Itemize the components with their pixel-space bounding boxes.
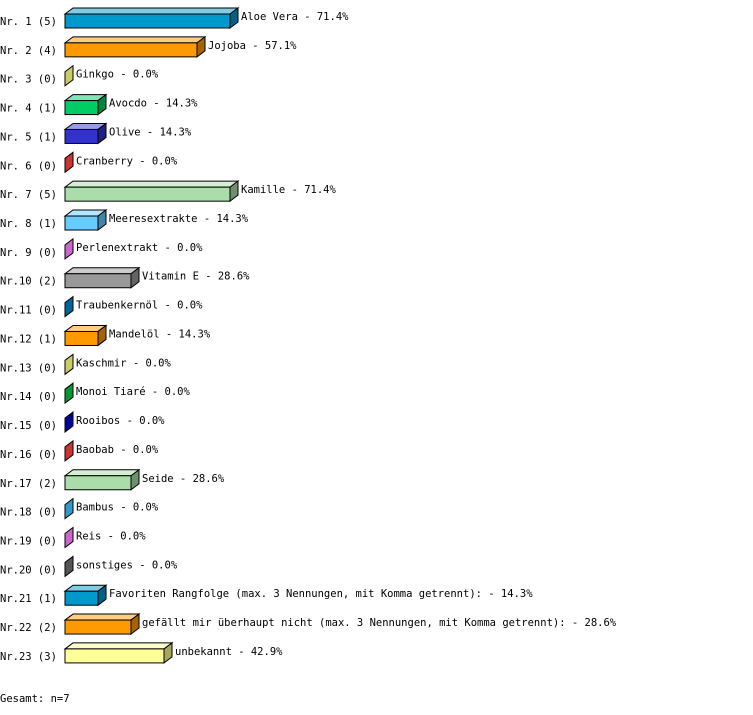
rank-label: Nr.13 (0)	[0, 362, 57, 374]
bar-top	[63, 642, 174, 650]
bar-label: Perlenextrakt - 0.0%	[76, 242, 203, 254]
bar-label: Vitamin E - 28.6%	[142, 271, 250, 283]
bar-side	[130, 468, 140, 491]
rank-label: Nr.23 (3)	[0, 651, 57, 663]
bar-side	[97, 93, 107, 116]
bar-label: unbekannt - 42.9%	[175, 646, 283, 658]
rank-label: Nr.14 (0)	[0, 391, 57, 403]
bar	[64, 100, 99, 116]
bar-label: Seide - 28.6%	[142, 473, 225, 485]
rank-label: Nr. 4 (1)	[0, 103, 57, 115]
bar-label: Ginkgo - 0.0%	[76, 69, 159, 81]
bar-label: gefällt mir überhaupt nicht (max. 3 Nenn…	[142, 617, 617, 629]
bar-label: Rooibos - 0.0%	[76, 415, 165, 427]
bar-label: Aloe Vera - 71.4%	[241, 11, 349, 23]
rank-label: Nr.12 (1)	[0, 333, 57, 345]
bar-side	[64, 237, 74, 260]
bar-side	[64, 497, 74, 520]
bar-label: Kaschmir - 0.0%	[76, 357, 172, 369]
rank-label: Nr.17 (2)	[0, 478, 57, 490]
bar-label: Monoi Tiaré - 0.0%	[76, 386, 190, 398]
bar-side	[97, 209, 107, 232]
bar	[64, 215, 99, 231]
bar-label: Reis - 0.0%	[76, 530, 146, 542]
rank-label: Nr.21 (1)	[0, 593, 57, 605]
bar-label: Traubenkernöl - 0.0%	[76, 300, 203, 312]
bar-side	[64, 353, 74, 376]
bar-top	[63, 36, 207, 44]
bar	[64, 475, 132, 491]
rank-label: Nr.11 (0)	[0, 305, 57, 317]
bar-side	[130, 266, 140, 289]
rank-label: Nr. 8 (1)	[0, 218, 57, 230]
rank-label: Nr. 5 (1)	[0, 131, 57, 143]
bar-side	[64, 526, 74, 549]
bar-label: Olive - 14.3%	[109, 126, 192, 138]
bar	[64, 128, 99, 144]
bar-top	[63, 7, 240, 15]
rank-label: Nr.18 (0)	[0, 507, 57, 519]
bar-label: Kamille - 71.4%	[241, 184, 337, 196]
bar-label: Favoriten Rangfolge (max. 3 Nennungen, m…	[109, 588, 533, 600]
bar-label: Cranberry - 0.0%	[76, 155, 178, 167]
rank-label: Nr.15 (0)	[0, 420, 57, 432]
bar	[64, 13, 231, 29]
rank-label: Nr.22 (2)	[0, 622, 57, 634]
bar-side	[130, 613, 140, 636]
bar-top	[63, 267, 141, 275]
bar-side	[97, 122, 107, 145]
rank-label: Nr. 7 (5)	[0, 189, 57, 201]
bar	[64, 590, 99, 606]
bar-top	[63, 469, 141, 477]
rank-label: Nr. 6 (0)	[0, 160, 57, 172]
bar-side	[64, 439, 74, 462]
bar-label: Baobab - 0.0%	[76, 444, 159, 456]
rank-label: Nr. 9 (0)	[0, 247, 57, 259]
bar-top	[63, 613, 141, 621]
bar-side	[64, 555, 74, 578]
bar-label: Avocdo - 14.3%	[109, 98, 198, 110]
bar	[64, 619, 132, 635]
bar-side	[64, 411, 74, 434]
bar-label: Jojoba - 57.1%	[208, 40, 297, 52]
bar-side	[64, 382, 74, 405]
bar-side	[229, 7, 239, 29]
bar	[64, 330, 99, 346]
bar-side	[97, 324, 107, 347]
bar-label: sonstiges - 0.0%	[76, 559, 178, 571]
bar-top	[63, 180, 240, 188]
bar	[64, 42, 198, 58]
bar-side	[64, 64, 74, 87]
rank-label: Nr.20 (0)	[0, 564, 57, 576]
bar-side	[229, 180, 239, 203]
rank-label: Nr.19 (0)	[0, 535, 57, 547]
rank-label: Nr.16 (0)	[0, 449, 57, 461]
bar-label: Meeresextrakte - 14.3%	[109, 213, 249, 225]
bar	[64, 186, 231, 202]
bar-label: Mandelöl - 14.3%	[109, 328, 211, 340]
rank-label: Nr. 3 (0)	[0, 74, 57, 86]
bar-side	[97, 584, 107, 607]
rank-label: Nr. 1 (5)	[0, 16, 57, 28]
bar	[64, 273, 132, 289]
bar-label: Bambus - 0.0%	[76, 502, 159, 514]
footer-total: Gesamt: n=7	[0, 693, 70, 705]
rank-label: Nr. 2 (4)	[0, 45, 57, 57]
bar-side	[64, 151, 74, 174]
bar-side	[163, 641, 173, 664]
rank-label: Nr.10 (2)	[0, 276, 57, 288]
bar-side	[64, 295, 74, 318]
bar-side	[196, 35, 206, 58]
bar	[64, 648, 165, 664]
